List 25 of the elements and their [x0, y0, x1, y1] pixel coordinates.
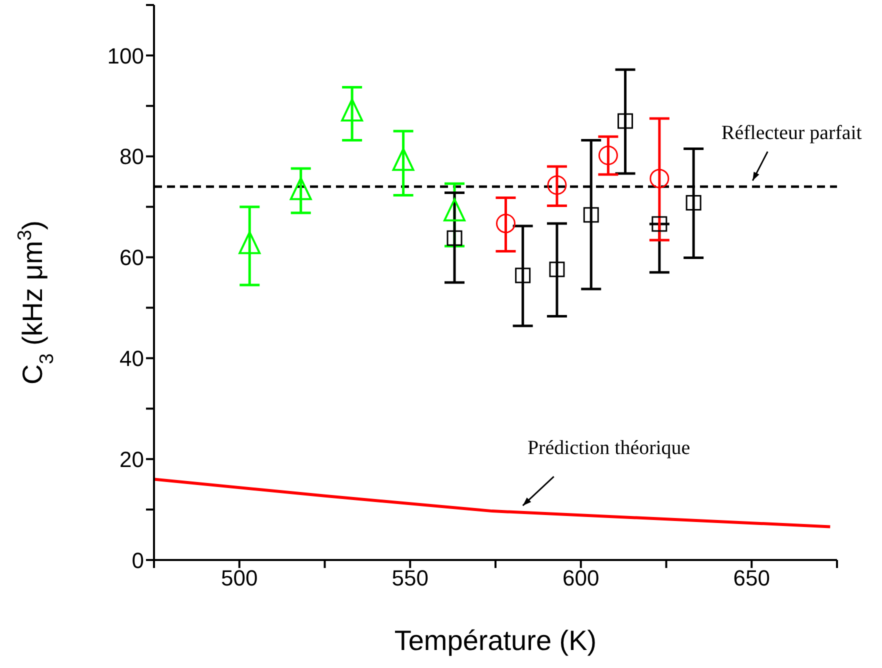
point [583, 207, 599, 223]
annotation: Prédiction théorique [527, 437, 690, 460]
line-series [154, 478, 832, 528]
y-tick-label: 20 [120, 446, 144, 472]
point [652, 216, 668, 232]
point [496, 214, 516, 234]
point [686, 195, 702, 211]
y-tick-label: 0 [132, 548, 144, 573]
y-tick-label: 100 [107, 43, 144, 68]
point [446, 230, 462, 246]
y-tick-label: 40 [120, 346, 144, 371]
x-tick-label: 550 [392, 566, 428, 591]
y-tick-label: 80 [120, 144, 144, 170]
point [618, 113, 634, 129]
point [515, 268, 531, 284]
point [598, 146, 618, 166]
point [547, 175, 567, 195]
x-axis-title: Température (K) [394, 625, 597, 656]
x-tick-label: 600 [562, 566, 600, 591]
x-tick-label: 500 [221, 566, 258, 591]
point [650, 168, 670, 188]
x-tick-label: 650 [733, 566, 770, 591]
y-tick-label: 60 [120, 245, 144, 270]
point [549, 262, 565, 278]
annotation: Réflecteur parfait [721, 122, 862, 144]
